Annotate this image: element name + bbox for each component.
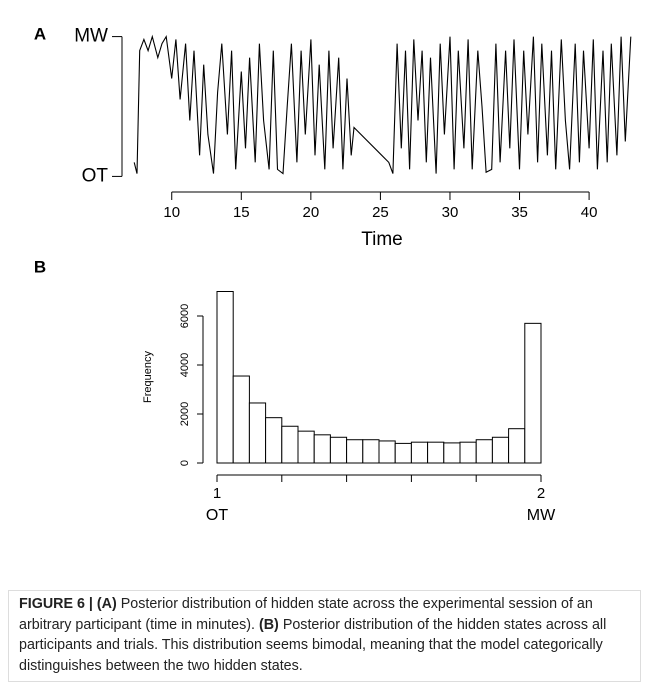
caption: FIGURE 6 | (A) Posterior distribution of… [8,590,641,682]
bar [443,442,461,464]
y-tick-label: 0 [179,460,191,466]
caption-b-label: (B) [258,616,279,633]
y-tick-label: OT [82,165,109,186]
bar [410,441,429,464]
caption-a-label: (A) [96,596,117,612]
x-tick-label: 10 [163,204,180,221]
bar [491,436,510,464]
panel-label: A [34,24,46,43]
bar [265,417,283,464]
bar [362,439,380,464]
bar [216,291,234,464]
bar [475,439,493,464]
x-tick-label: 2 [537,485,545,502]
x-tick-label: 25 [372,204,389,221]
bar [281,425,299,464]
x-tick-sublabel: MW [527,507,556,524]
caption-b: Posterior distribution of the hidden sta… [19,616,607,674]
x-tick-label: 15 [233,204,250,221]
bar [524,322,542,464]
y-tick-label: MW [74,26,108,47]
bar [378,440,396,464]
x-tick-label: 20 [303,204,320,221]
bar [329,436,348,464]
bar [394,442,412,464]
y-tick-label: 2000 [179,402,191,426]
line [133,34,632,175]
bar [248,402,267,464]
x-tick-label: 1 [213,485,221,502]
figure-label: FIGURE 6 | [19,596,93,612]
bar [232,375,250,464]
bar [508,428,526,464]
bar [459,441,477,464]
caption-a: Posterior distribution of hidden state a… [19,596,593,633]
x-tick-label: 30 [442,204,459,221]
x-tick-label: 40 [581,204,598,221]
y-tick-label: 6000 [179,304,191,328]
bar [427,441,445,464]
x-tick-sublabel: OT [206,507,228,524]
panel-label: B [34,257,46,276]
y-axis-label: Frequency [142,351,154,403]
figure: A OT MW 10 15 20 25 30 35 40 Time B 0 2000 4000 6000 Fre… [34,24,632,524]
x-axis-label: Time [361,229,403,250]
bar [346,439,364,464]
bar [297,430,315,464]
bar [313,434,331,464]
x-tick-label: 35 [511,204,528,221]
y-tick-label: 4000 [179,353,191,377]
